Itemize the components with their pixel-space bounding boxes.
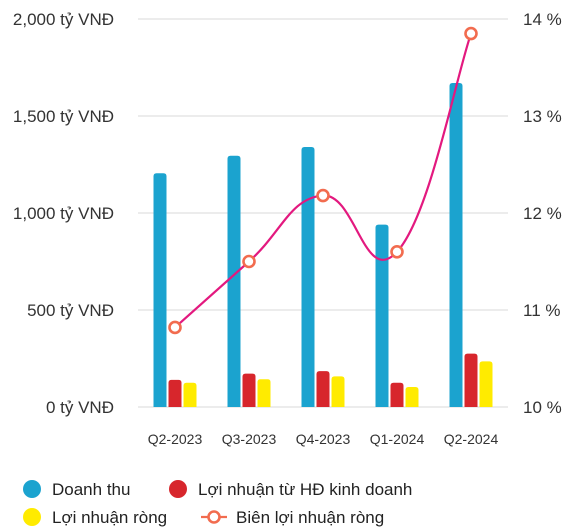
bar: [301, 147, 315, 408]
x-tick-label: Q3-2023: [222, 431, 277, 447]
legend: Doanh thu Lợi nhuận từ HĐ kinh doanh Lợi n…: [23, 480, 412, 527]
legend-marker: [207, 510, 221, 524]
legend-swatch: [169, 480, 187, 498]
line-point: [390, 245, 404, 259]
bar: [227, 155, 241, 407]
left-tick-label: 500 tỷ VNĐ: [27, 301, 114, 320]
line-point: [464, 26, 478, 41]
bar: [405, 387, 419, 407]
line-point: [168, 320, 182, 335]
bar: [331, 376, 345, 407]
x-tick-label: Q2-2024: [444, 431, 499, 447]
left-tick-label: 0 tỷ VNĐ: [46, 398, 114, 417]
bar: [316, 371, 330, 407]
x-axis: Q2-2023 Q3-2023 Q4-2023 Q1-2024 Q2-2024: [148, 431, 499, 447]
bar: [168, 379, 182, 407]
bar: [257, 379, 271, 407]
bar: [390, 382, 404, 407]
legend-label: Biên lợi nhuận ròng: [236, 508, 384, 527]
gridlines: [138, 18, 508, 408]
left-tick-label: 2,000 tỷ VNĐ: [13, 10, 114, 29]
right-tick-label: 12 %: [523, 204, 562, 223]
legend-label: Doanh thu: [52, 480, 130, 499]
right-tick-label: 11 %: [523, 301, 561, 320]
right-tick-label: 10 %: [523, 398, 562, 417]
line-series: [174, 33, 473, 329]
left-axis: 0 tỷ VNĐ 500 tỷ VNĐ 1,000 tỷ VNĐ 1,500 tỷ V…: [13, 10, 114, 417]
bar: [183, 382, 197, 407]
line-point: [316, 188, 330, 203]
bar: [464, 353, 478, 407]
bar: [449, 83, 463, 408]
bars: [153, 83, 493, 408]
left-tick-label: 1,500 tỷ VNĐ: [13, 107, 114, 126]
legend-swatch: [23, 508, 41, 526]
bar: [375, 224, 389, 407]
left-tick-label: 1,000 tỷ VNĐ: [13, 204, 114, 223]
x-tick-label: Q4-2023: [296, 431, 351, 447]
margin-line: [168, 26, 478, 335]
bar: [479, 361, 493, 407]
legend-swatch: [23, 480, 41, 498]
bar: [153, 173, 167, 407]
right-tick-label: 14 %: [523, 10, 562, 29]
x-tick-label: Q2-2023: [148, 431, 203, 447]
line-point: [242, 254, 256, 269]
bar: [242, 373, 256, 407]
legend-label: Lợi nhuận ròng: [52, 508, 167, 527]
right-tick-label: 13 %: [523, 107, 562, 126]
x-tick-label: Q1-2024: [370, 431, 425, 447]
right-axis: 10 % 11 % 12 % 13 % 14 %: [523, 10, 562, 417]
legend-label: Lợi nhuận từ HĐ kinh doanh: [198, 480, 412, 499]
